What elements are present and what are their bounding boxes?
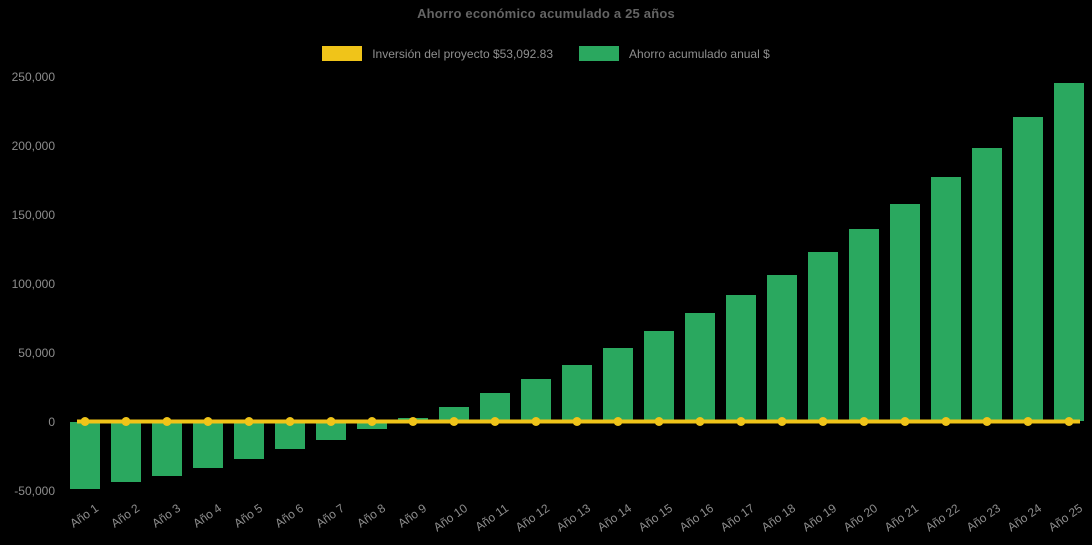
investment-line-point-year-16[interactable] [695, 417, 705, 426]
savings-swatch-icon [579, 46, 620, 61]
investment-line-point-year-21[interactable] [900, 417, 910, 426]
x-axis-label-year-13: Año 13 [553, 501, 594, 535]
chart-legend: Inversión del proyecto $53,092.83 Ahorro… [0, 46, 1092, 61]
x-axis-label-year-23: Año 23 [963, 501, 1004, 535]
savings-bar-year-4[interactable] [193, 421, 223, 468]
x-axis-label-year-17: Año 17 [717, 501, 758, 535]
savings-bar-year-1[interactable] [70, 421, 100, 490]
investment-line-point-year-2[interactable] [121, 417, 131, 426]
savings-bar-year-20[interactable] [849, 229, 879, 422]
x-axis-label-year-14: Año 14 [594, 501, 635, 535]
x-axis-label-year-16: Año 16 [676, 501, 717, 535]
x-axis-label-year-9: Año 9 [395, 501, 430, 531]
savings-bar-year-10[interactable] [439, 407, 469, 422]
savings-bar-year-12[interactable] [521, 379, 551, 422]
chart-title: Ahorro económico acumulado a 25 años [417, 6, 675, 21]
investment-line-point-year-9[interactable] [408, 417, 418, 426]
x-axis-label-year-11: Año 11 [472, 501, 512, 534]
savings-bar-year-24[interactable] [1013, 117, 1043, 422]
investment-line-point-year-18[interactable] [777, 417, 787, 426]
investment-line-point-year-12[interactable] [531, 417, 541, 426]
savings-bar-year-11[interactable] [480, 393, 510, 422]
y-axis-tick-label: 100,000 [11, 276, 55, 291]
savings-bar-year-14[interactable] [603, 348, 633, 422]
x-axis-label-year-18: Año 18 [758, 501, 799, 535]
investment-line-point-year-19[interactable] [818, 417, 828, 426]
investment-line-point-year-1[interactable] [80, 417, 90, 426]
savings-bar-year-3[interactable] [152, 421, 182, 476]
y-axis-tick-label: 50,000 [18, 345, 55, 360]
x-axis-label-year-19: Año 19 [799, 501, 840, 535]
legend-item-savings[interactable]: Ahorro acumulado anual $ [579, 46, 770, 61]
savings-bar-year-16[interactable] [685, 313, 715, 422]
savings-bar-year-5[interactable] [234, 421, 264, 460]
savings-bar-year-22[interactable] [931, 176, 961, 422]
investment-line-point-year-20[interactable] [859, 417, 869, 426]
x-axis-label-year-4: Año 4 [190, 501, 225, 531]
x-axis-label-year-12: Año 12 [512, 501, 553, 535]
x-axis-label-year-15: Año 15 [635, 501, 676, 535]
investment-line-point-year-13[interactable] [572, 417, 582, 426]
investment-line-point-year-7[interactable] [326, 417, 336, 426]
savings-bar-year-2[interactable] [111, 421, 141, 483]
x-axis-label-year-25: Año 25 [1045, 501, 1086, 535]
investment-line-point-year-11[interactable] [490, 417, 500, 426]
y-axis-tick-label: 200,000 [11, 138, 55, 153]
investment-line-point-year-22[interactable] [941, 417, 951, 426]
legend-label-savings: Ahorro acumulado anual $ [629, 46, 770, 61]
investment-line-point-year-8[interactable] [367, 417, 377, 426]
savings-bar-year-19[interactable] [808, 252, 838, 422]
investment-line-point-year-3[interactable] [162, 417, 172, 426]
investment-line-point-year-10[interactable] [449, 417, 459, 426]
investment-line-point-year-24[interactable] [1023, 417, 1033, 426]
investment-line-point-year-4[interactable] [203, 417, 213, 426]
savings-bar-year-17[interactable] [726, 294, 756, 422]
investment-line-point-year-5[interactable] [244, 417, 254, 426]
investment-line-point-year-15[interactable] [654, 417, 664, 426]
investment-line-point-year-25[interactable] [1064, 417, 1074, 426]
savings-bar-year-23[interactable] [972, 147, 1002, 422]
investment-swatch-icon [322, 46, 363, 61]
y-axis-tick-label: 0 [48, 414, 55, 429]
savings-bar-year-21[interactable] [890, 204, 920, 422]
savings-bar-year-25[interactable] [1054, 83, 1084, 422]
x-axis-label-year-5: Año 5 [231, 501, 266, 531]
investment-line-point-year-17[interactable] [736, 417, 746, 426]
legend-label-investment: Inversión del proyecto $53,092.83 [372, 46, 554, 61]
savings-bar-year-15[interactable] [644, 331, 674, 422]
x-axis-label-year-21: Año 21 [881, 501, 922, 535]
x-axis-label-year-7: Año 7 [313, 501, 348, 531]
y-axis-tick-label: 150,000 [11, 207, 55, 222]
investment-line-point-year-14[interactable] [613, 417, 623, 426]
y-axis-tick-label: -50,000 [14, 483, 55, 498]
x-axis-label-year-2: Año 2 [108, 501, 143, 531]
x-axis-label-year-8: Año 8 [354, 501, 389, 531]
savings-bar-year-7[interactable] [316, 421, 346, 440]
x-axis-label-year-22: Año 22 [922, 501, 963, 535]
legend-item-investment[interactable]: Inversión del proyecto $53,092.83 [322, 46, 553, 61]
investment-line-point-year-23[interactable] [982, 417, 992, 426]
x-axis-label-year-3: Año 3 [149, 501, 184, 531]
x-axis-label-year-24: Año 24 [1004, 501, 1045, 535]
savings-bar-year-18[interactable] [767, 275, 797, 422]
x-axis-label-year-6: Año 6 [272, 501, 307, 531]
y-axis-tick-label: 250,000 [11, 69, 55, 84]
savings-bar-year-13[interactable] [562, 365, 592, 422]
x-axis-label-year-1: Año 1 [67, 501, 102, 531]
investment-line-point-year-6[interactable] [285, 417, 295, 426]
x-axis-label-year-20: Año 20 [840, 501, 881, 535]
savings-bar-year-6[interactable] [275, 421, 305, 450]
x-axis-label-year-10: Año 10 [430, 501, 471, 535]
